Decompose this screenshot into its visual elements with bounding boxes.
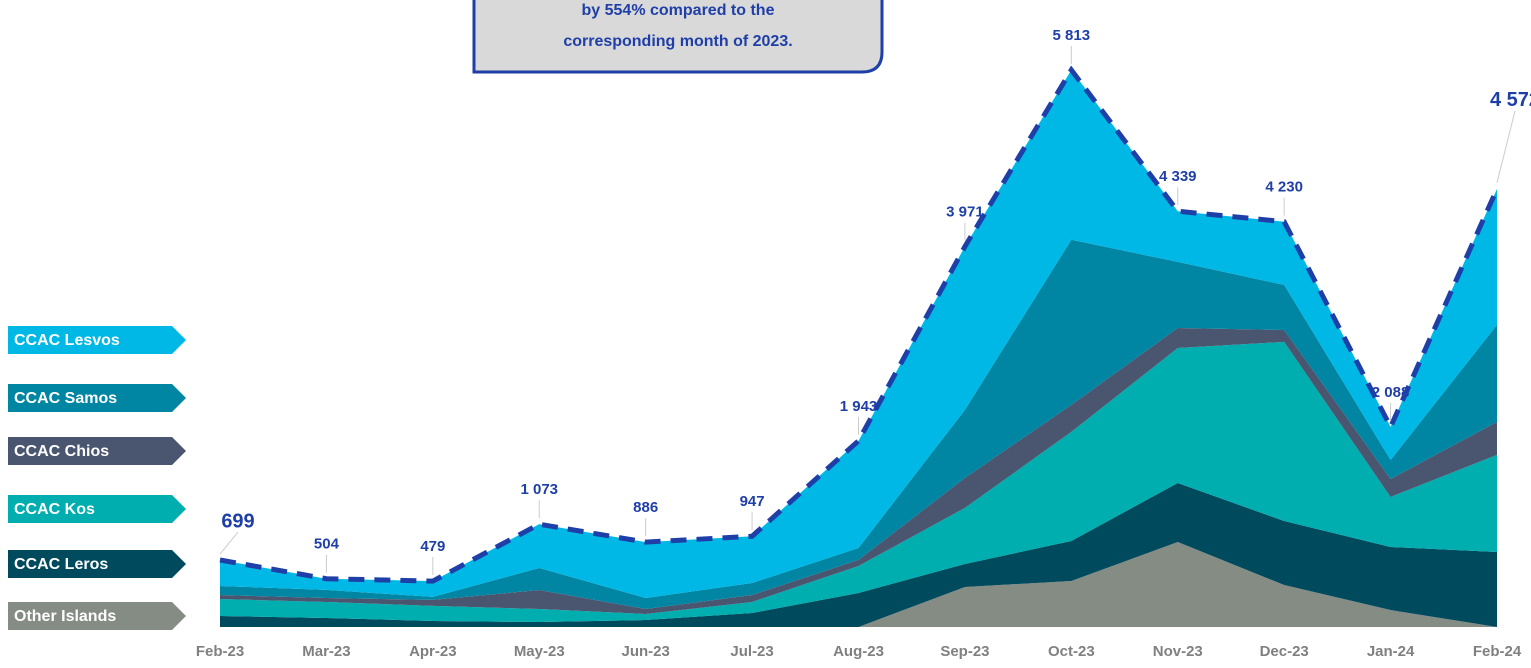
legend-tag — [8, 495, 186, 523]
area — [220, 341, 1497, 623]
total-label: 1 073 — [520, 481, 558, 498]
x-tick-label: Mar-23 — [302, 643, 350, 660]
total-label: 479 — [420, 538, 445, 555]
x-tick-label: Aug-23 — [833, 643, 884, 660]
total-label: 4 572 — [1490, 89, 1531, 111]
legend-label: CCAC Kos — [14, 501, 95, 518]
legend-label: CCAC Chios — [14, 443, 109, 460]
total-label: 3 971 — [946, 203, 984, 220]
x-tick-label: Jun-23 — [621, 643, 669, 660]
legend-tag — [8, 326, 186, 354]
total-line — [219, 65, 1500, 584]
x-tick-label: May-23 — [514, 643, 565, 660]
x-tick-label: Jan-24 — [1367, 643, 1415, 660]
legend-label: CCAC Samos — [14, 390, 117, 407]
callout-box — [472, 0, 884, 74]
total-label: 1 943 — [840, 398, 878, 415]
total-label: 5 813 — [1053, 27, 1091, 44]
legend-tag — [8, 384, 186, 412]
legend-label: Other Islands — [14, 608, 116, 625]
total-label: 699 — [221, 510, 254, 532]
x-tick-label: Feb-24 — [1473, 643, 1522, 660]
leader-line — [219, 531, 239, 555]
x-tick-label: Sep-23 — [940, 643, 989, 660]
legend-tag — [8, 550, 186, 578]
area — [220, 70, 1497, 598]
area — [220, 542, 1497, 627]
total-label: 886 — [633, 499, 658, 516]
total-label: 504 — [314, 536, 340, 553]
x-tick-label: Jul-23 — [730, 643, 773, 660]
legend-label: CCAC Leros — [14, 556, 108, 573]
x-tick-label: Oct-23 — [1048, 643, 1095, 660]
total-label: 4 230 — [1265, 179, 1303, 196]
total-label: 947 — [740, 493, 765, 510]
total-label: 2 088 — [1372, 384, 1410, 401]
total-label: 4 339 — [1159, 168, 1197, 185]
legend-tag — [8, 602, 186, 630]
legend-tag — [8, 437, 186, 465]
callout-text: by 554% compared to the — [582, 2, 775, 19]
x-tick-label: Feb-23 — [196, 643, 244, 660]
callout-text: corresponding month of 2023. — [563, 33, 792, 50]
x-tick-label: Apr-23 — [409, 643, 457, 660]
area — [220, 482, 1497, 627]
legend-label: CCAC Lesvos — [14, 332, 120, 349]
x-tick-label: Nov-23 — [1153, 643, 1203, 660]
leader-line — [1496, 110, 1516, 184]
x-tick-label: Dec-23 — [1260, 643, 1309, 660]
